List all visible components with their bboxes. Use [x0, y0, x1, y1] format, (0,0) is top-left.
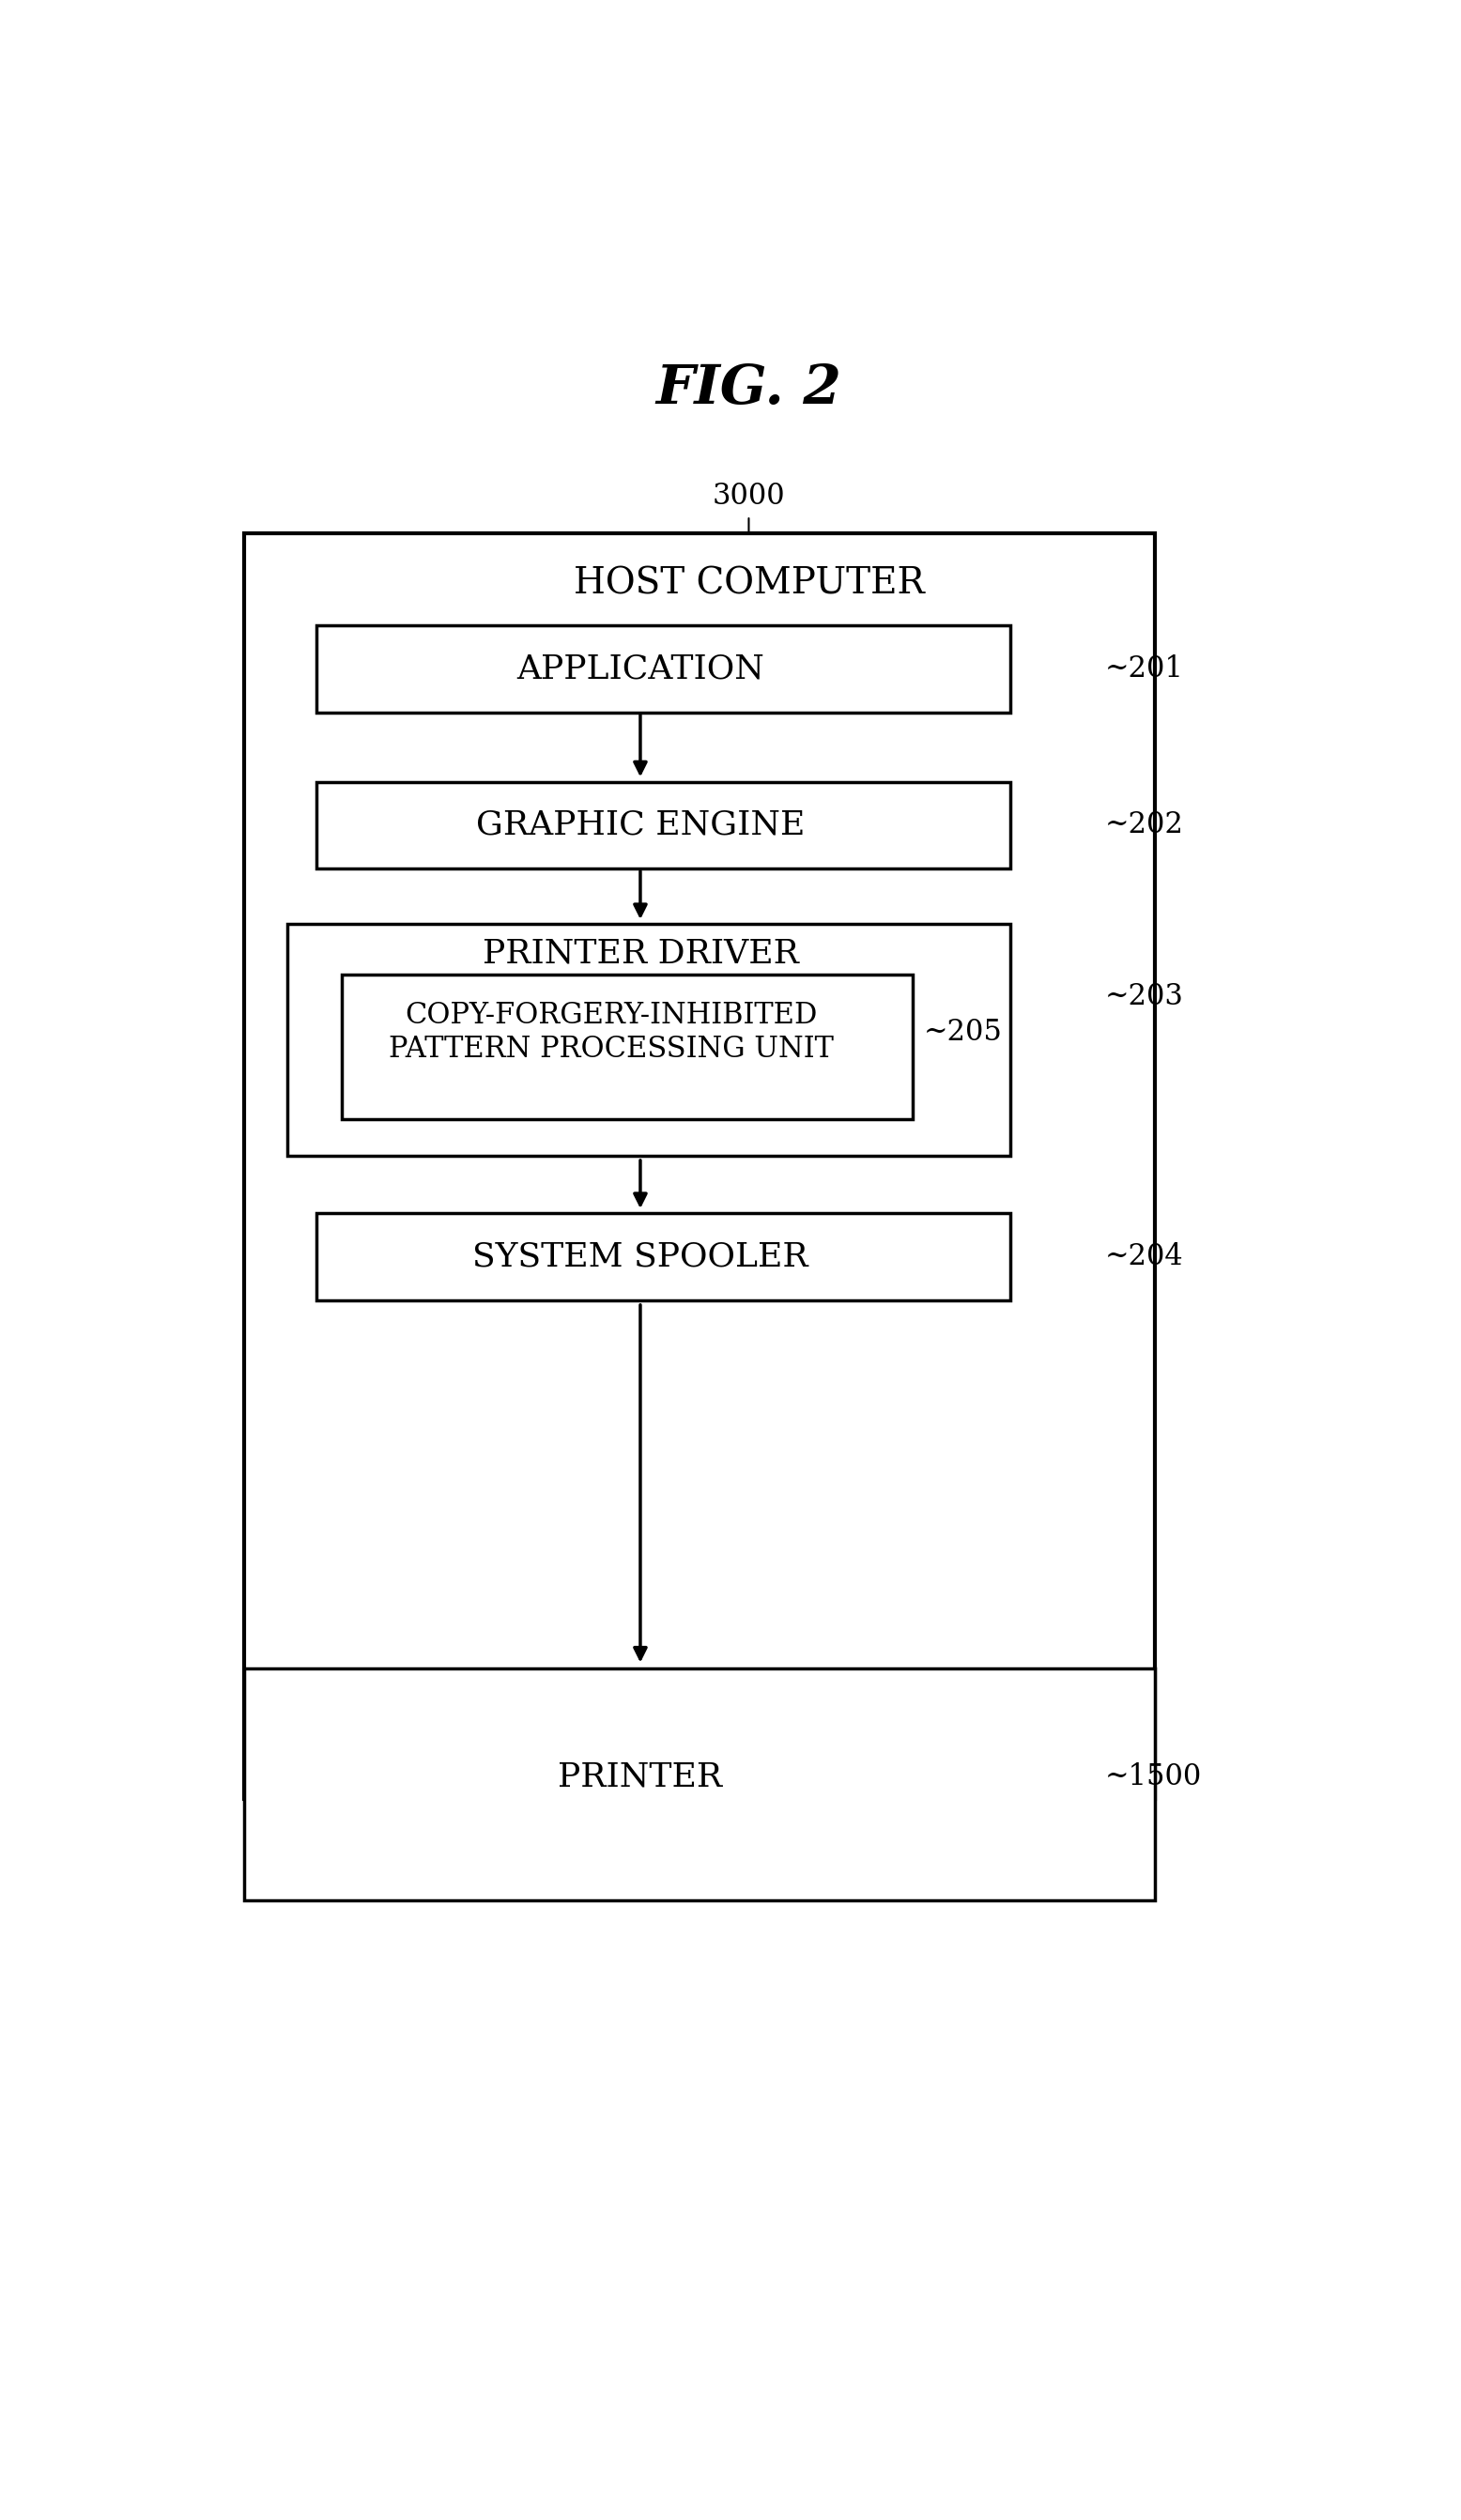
Bar	[342, 975, 913, 1119]
Bar	[317, 625, 1011, 713]
Bar	[244, 1668, 1156, 1900]
Bar	[288, 925, 1011, 1157]
Text: ~204: ~204	[1105, 1242, 1183, 1270]
Text: PRINTER: PRINTER	[558, 1761, 723, 1794]
Bar	[244, 534, 1156, 1799]
Text: ~202: ~202	[1105, 811, 1183, 839]
Text: ~205: ~205	[923, 1018, 1002, 1048]
Text: APPLICATION: APPLICATION	[516, 653, 764, 685]
Text: GRAPHIC ENGINE: GRAPHIC ENGINE	[476, 809, 805, 842]
Text: PRINTER DRIVER: PRINTER DRIVER	[482, 937, 799, 970]
Text: FIG. 2: FIG. 2	[656, 363, 842, 416]
Bar	[317, 1212, 1011, 1300]
Text: 3000: 3000	[713, 481, 785, 512]
Bar	[317, 781, 1011, 869]
Text: ~201: ~201	[1105, 655, 1183, 683]
Text: ~203: ~203	[1105, 983, 1183, 1011]
Text: COPY-FORGERY-INHIBITED
PATTERN PROCESSING UNIT: COPY-FORGERY-INHIBITED PATTERN PROCESSIN…	[389, 1000, 834, 1063]
Text: HOST COMPUTER: HOST COMPUTER	[573, 567, 925, 602]
Text: SYSTEM SPOOLER: SYSTEM SPOOLER	[472, 1240, 808, 1273]
Text: ~1500: ~1500	[1105, 1761, 1201, 1792]
